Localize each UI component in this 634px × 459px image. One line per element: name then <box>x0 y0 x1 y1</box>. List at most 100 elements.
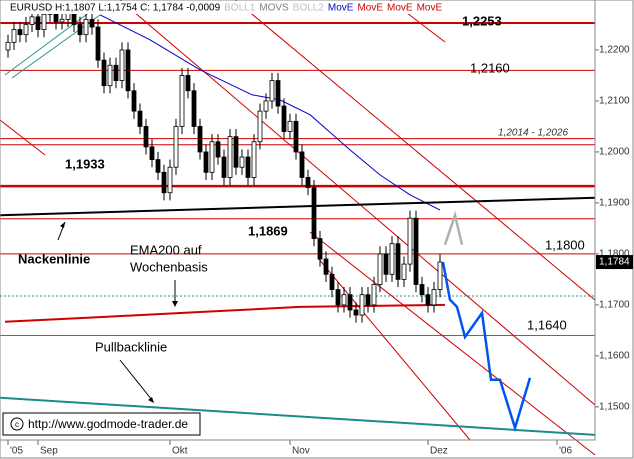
candle-body <box>431 289 437 306</box>
candle-body <box>191 90 197 127</box>
header-item: MovE <box>328 3 354 14</box>
candle-body <box>203 151 209 173</box>
candle-body <box>281 105 287 132</box>
header-item: BOLL2 <box>293 3 325 14</box>
candle-body <box>131 90 137 112</box>
candle-body <box>77 24 83 36</box>
candle-body <box>437 261 443 290</box>
candle-body <box>269 80 275 102</box>
candle-body <box>419 284 425 296</box>
indicator-line <box>0 196 596 217</box>
candle-body <box>407 217 413 265</box>
candle-body <box>143 126 149 148</box>
candle-body <box>383 253 389 275</box>
candle-body <box>311 187 317 240</box>
header-item: MovE <box>357 3 383 14</box>
trend-line <box>317 257 471 441</box>
candle-body <box>413 217 419 285</box>
plot-frame <box>0 0 596 441</box>
grid-layer <box>0 21 599 445</box>
x-tick-label: Okt <box>172 446 188 457</box>
candle-body <box>197 126 203 153</box>
candle-body <box>119 49 125 81</box>
annotation: EMA200 auf <box>130 242 202 257</box>
candle-body <box>59 18 65 23</box>
candle-body <box>233 136 239 168</box>
x-tick-label: '06 <box>559 446 572 457</box>
y-tick-label: 1,1700 <box>599 300 630 311</box>
candle-body <box>341 294 347 306</box>
candle-body <box>173 126 179 168</box>
candle-body <box>329 273 335 290</box>
candle-body <box>179 75 185 127</box>
candle-body <box>371 284 377 306</box>
candle-body <box>299 151 305 178</box>
arrow-head <box>60 222 65 228</box>
header-item: EURUSD H:1,1807 L:1,1754 C: 1,1784 -0,00… <box>10 3 221 14</box>
indicator-line <box>99 14 441 211</box>
annotation: Pullbacklinie <box>95 339 167 354</box>
header-item: MovE <box>387 3 413 14</box>
arrow-head <box>172 301 178 307</box>
candle-body <box>11 29 17 43</box>
candle-body <box>263 100 269 112</box>
level-label: 1,2253 <box>462 13 502 28</box>
candle-body <box>401 263 407 280</box>
level-label: 1,1933 <box>65 156 105 171</box>
trend-line <box>0 119 46 156</box>
candle-body <box>167 166 173 194</box>
candle-body <box>395 243 401 280</box>
candle-body <box>155 159 161 173</box>
candle-body <box>377 253 383 285</box>
y-tick-label: 1,2000 <box>599 147 630 158</box>
header-item: BOLL1 <box>224 3 256 14</box>
candle-body <box>89 18 95 28</box>
candle-body <box>335 289 341 306</box>
trend-channels <box>0 0 596 456</box>
indicator-line <box>443 210 464 246</box>
y-tick-label: 1,1600 <box>599 351 630 362</box>
copyright-icon <box>10 417 24 431</box>
candle-body <box>83 18 89 36</box>
level-label: 1,2014 - 1,2026 <box>498 128 568 139</box>
candle-body <box>251 141 257 178</box>
candle-body <box>317 238 323 260</box>
candle-body <box>323 258 329 275</box>
candle-body <box>149 146 155 160</box>
copyright-icon-letter: c <box>15 420 19 429</box>
annotation: Nackenlinie <box>18 251 90 266</box>
candle-body <box>347 294 353 311</box>
level-label: 1,1640 <box>527 317 567 332</box>
candle-body <box>275 80 281 107</box>
candle-body <box>209 141 215 173</box>
candle-body <box>359 294 365 316</box>
candle-body <box>125 49 131 92</box>
last-price-box <box>596 255 633 270</box>
candle-body <box>41 13 47 30</box>
header-item: MOVS <box>259 3 289 14</box>
candle-body <box>137 110 143 127</box>
candle-body <box>305 177 311 189</box>
candle-body <box>35 16 41 30</box>
indicator-line <box>0 396 596 436</box>
last-price-label: 1,1784 <box>599 257 630 268</box>
candle-body <box>95 26 101 61</box>
header-item: MovE <box>417 3 443 14</box>
candle-body <box>257 110 263 143</box>
candle-body <box>287 120 293 132</box>
candle-body <box>29 16 35 25</box>
level-label: 1,1800 <box>545 237 585 252</box>
copyright-box <box>2 412 201 436</box>
arrow <box>119 359 153 401</box>
annotation: http://www.godmode-trader.de <box>28 417 188 431</box>
annotations: c Nackenlinie EMA200 auf Wochenbasis Pullba… <box>2 221 208 436</box>
candle-body <box>239 156 245 168</box>
trend-line <box>119 0 596 406</box>
y-tick-label: 1,1900 <box>599 198 630 209</box>
arrow-head <box>148 397 154 403</box>
plot-layer <box>0 1 596 436</box>
level-label: 1,1869 <box>248 223 288 238</box>
candle-body <box>293 120 299 153</box>
